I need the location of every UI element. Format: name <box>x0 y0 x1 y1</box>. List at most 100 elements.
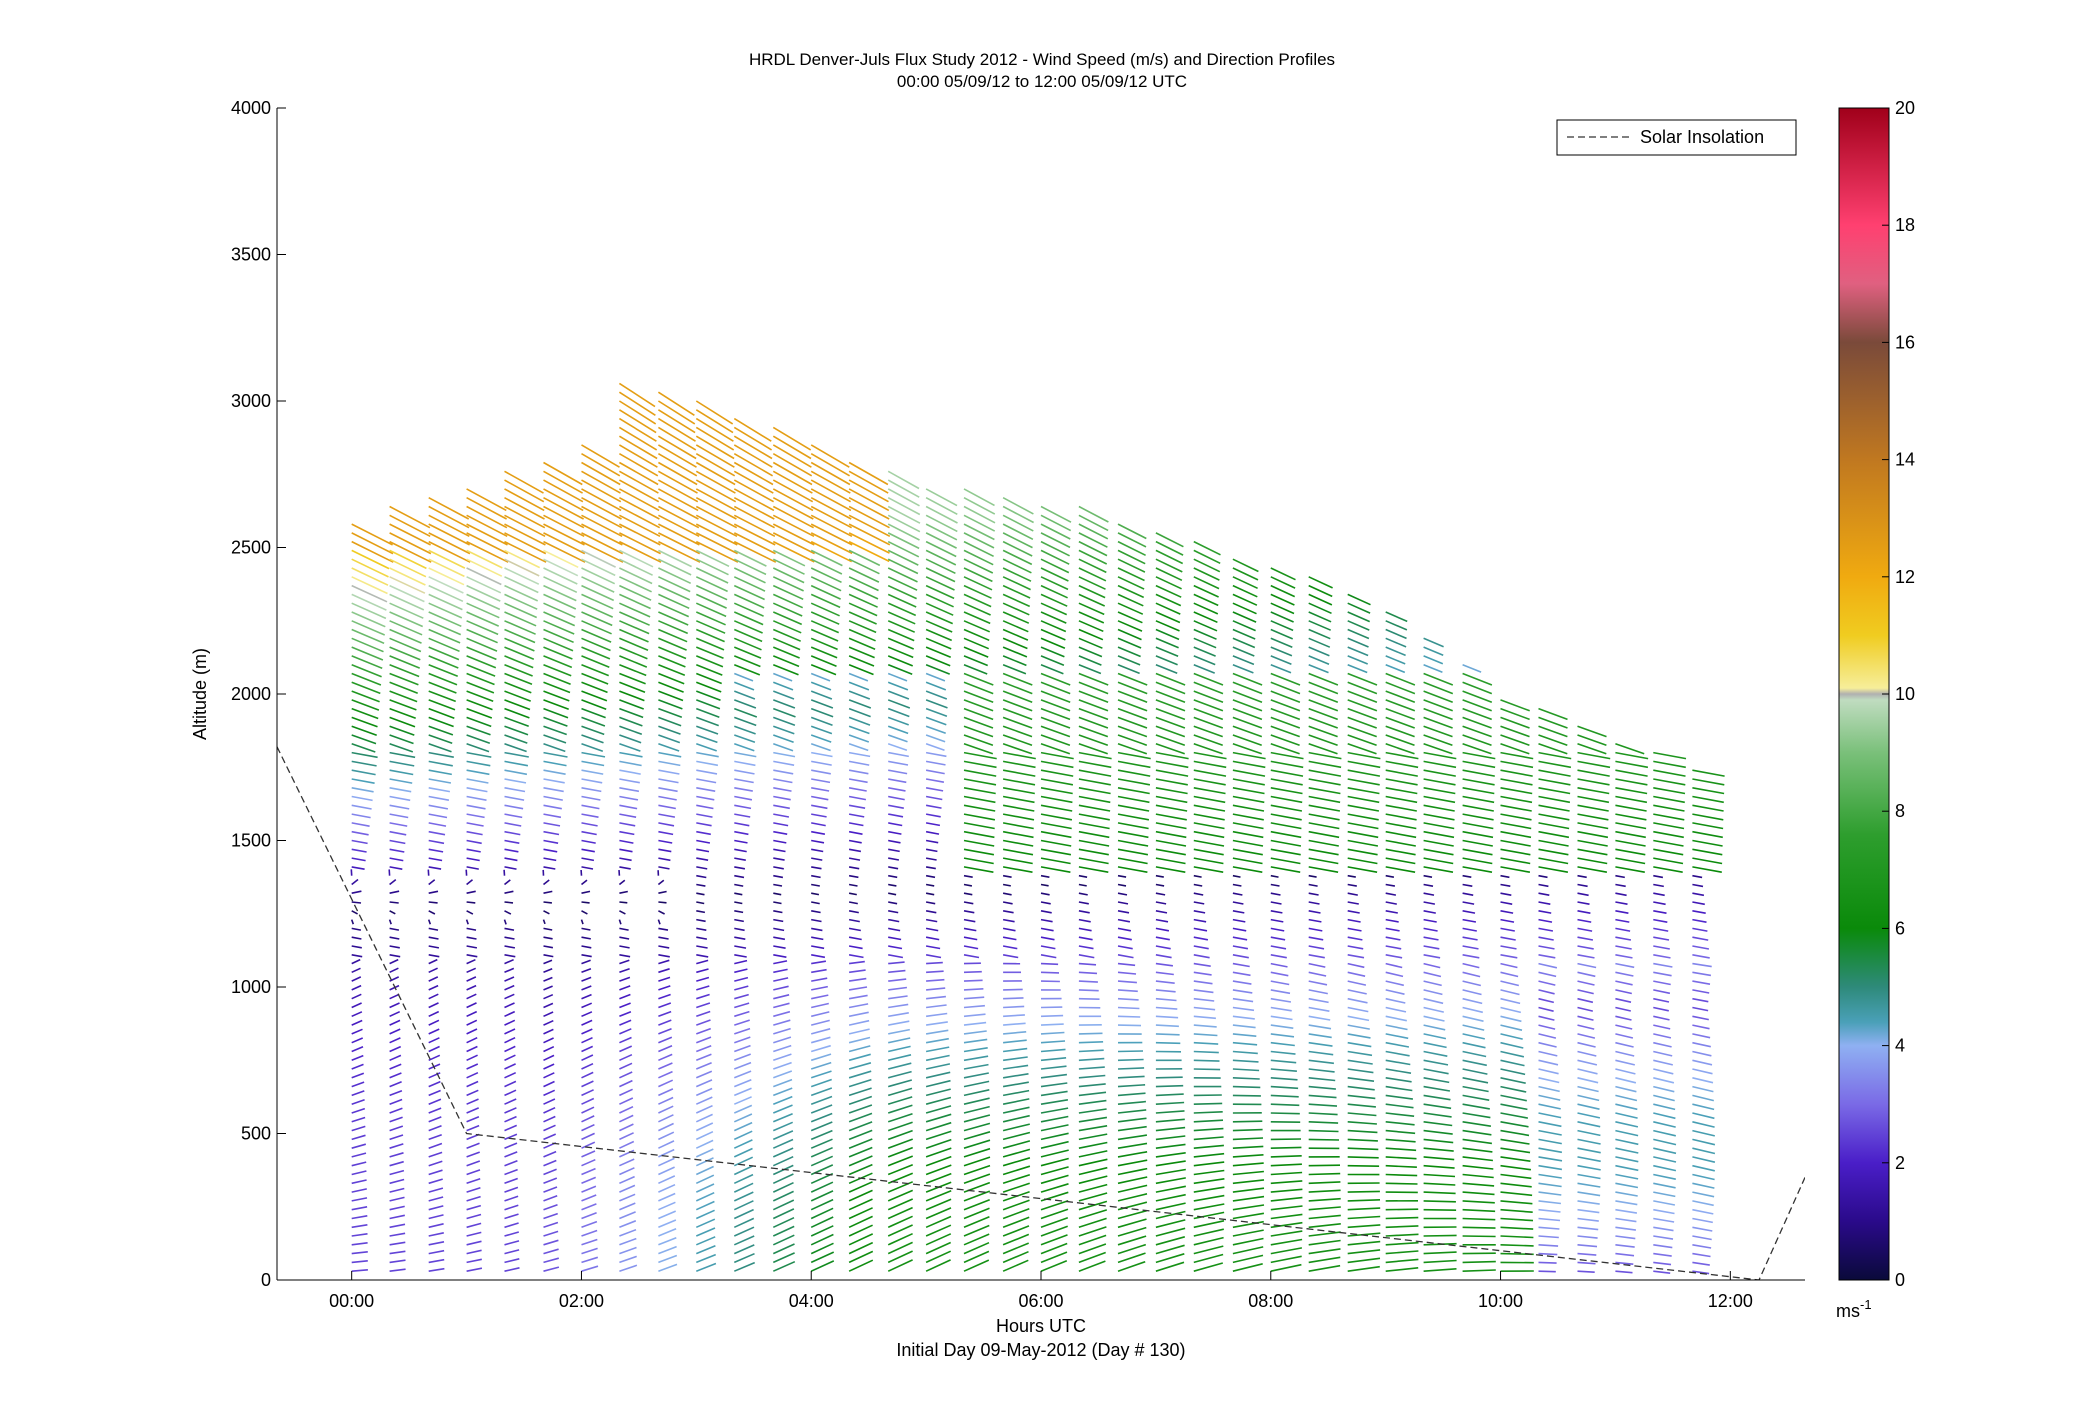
wind-barb <box>1078 743 1108 755</box>
wind-barb <box>1117 620 1143 632</box>
wind-barb <box>1385 1112 1415 1117</box>
wind-barb <box>1040 1225 1068 1237</box>
wind-barb <box>1040 681 1071 695</box>
wind-barb <box>1002 646 1028 658</box>
wind-barb <box>848 883 858 887</box>
wind-barb <box>351 1125 366 1132</box>
wind-barb <box>1653 1103 1676 1111</box>
wind-barb <box>466 760 491 767</box>
wind-barb <box>1040 1014 1064 1018</box>
wind-barb <box>428 976 439 982</box>
wind-barb <box>658 540 701 563</box>
wind-barb <box>1155 1177 1186 1185</box>
wind-barb <box>1577 1226 1599 1231</box>
wind-barb <box>925 488 958 507</box>
wind-barb <box>772 558 805 575</box>
wind-barb <box>734 1002 750 1009</box>
wind-barb <box>1155 1143 1186 1149</box>
wind-barb <box>733 1208 754 1220</box>
wind-barb <box>963 576 993 591</box>
wind-barb <box>1270 1247 1303 1255</box>
wind-barb <box>466 804 486 810</box>
wind-barb <box>1347 866 1378 873</box>
wind-barb <box>848 1146 873 1158</box>
wind-barb <box>1692 1270 1710 1275</box>
wind-barb <box>504 839 520 844</box>
wind-barb <box>1462 954 1480 959</box>
wind-barb <box>504 593 538 610</box>
wind-barb <box>1155 830 1187 839</box>
wind-barb <box>963 1080 990 1088</box>
wind-barb <box>811 901 820 905</box>
wind-barb <box>1347 1041 1372 1048</box>
wind-barb <box>389 1054 402 1062</box>
wind-barb <box>887 734 908 743</box>
wind-barb <box>887 1198 914 1211</box>
wind-barb <box>619 1088 633 1097</box>
wind-barb <box>888 901 898 905</box>
wind-barb <box>1002 540 1033 557</box>
wind-barb <box>696 918 706 923</box>
wind-barb <box>1155 602 1181 615</box>
wind-barb <box>543 725 567 736</box>
wind-barb <box>1538 910 1552 914</box>
wind-barb <box>1002 1207 1030 1220</box>
wind-barb <box>504 532 547 555</box>
wind-barb <box>1347 883 1357 887</box>
wind-barb <box>1078 620 1104 633</box>
wind-barb <box>1538 1041 1557 1048</box>
wind-barb <box>1385 1068 1412 1074</box>
wind-barb <box>1155 663 1178 674</box>
wind-barb <box>848 848 862 853</box>
wind-barb <box>1155 989 1176 993</box>
wind-barb <box>504 1019 516 1026</box>
wind-barb <box>351 901 362 904</box>
wind-barb <box>963 883 973 887</box>
wind-barb <box>1117 954 1134 959</box>
wind-barb <box>1423 1259 1457 1264</box>
wind-barb <box>389 716 416 728</box>
wind-barb <box>1078 857 1109 865</box>
wind-barb <box>696 1010 711 1018</box>
wind-barb <box>1653 954 1671 959</box>
wind-barb <box>658 734 681 744</box>
wind-barb <box>963 1105 990 1114</box>
wind-barb <box>925 1259 951 1272</box>
wind-barb <box>925 751 947 758</box>
wind-barb <box>658 1019 672 1026</box>
wind-barb <box>1232 927 1247 932</box>
wind-barb <box>504 1115 517 1123</box>
wind-barb <box>1692 1164 1715 1172</box>
wind-barb <box>733 593 765 609</box>
wind-barb <box>925 549 957 566</box>
wind-barb <box>619 488 660 512</box>
wind-barb <box>1155 997 1177 1002</box>
wind-barb <box>963 910 975 914</box>
wind-barb <box>1002 1098 1030 1105</box>
wind-barb <box>1117 830 1149 839</box>
wind-barb <box>734 1010 750 1018</box>
wind-barb <box>1040 1149 1069 1158</box>
wind-barb <box>1462 804 1494 812</box>
wind-barb <box>428 984 439 991</box>
wind-barb <box>1040 523 1071 540</box>
wind-barb <box>658 558 692 576</box>
wind-barb <box>351 567 389 586</box>
wind-barb <box>1078 637 1103 649</box>
wind-barb <box>1002 602 1030 616</box>
wind-barb <box>963 1224 990 1237</box>
wind-barb <box>504 958 514 965</box>
wind-barb <box>1270 760 1304 769</box>
wind-barb <box>1423 918 1437 923</box>
wind-barb <box>1347 1249 1381 1255</box>
wind-barb <box>1347 874 1356 878</box>
wind-barb <box>1308 1077 1336 1082</box>
wind-barb <box>428 567 465 586</box>
wind-barb <box>734 787 753 792</box>
wind-barb <box>1232 883 1242 887</box>
wind-barb <box>695 1183 715 1193</box>
wind-barb <box>810 699 834 709</box>
wind-barb <box>351 602 387 620</box>
wind-barb <box>1155 778 1188 786</box>
wind-barb <box>428 620 462 636</box>
